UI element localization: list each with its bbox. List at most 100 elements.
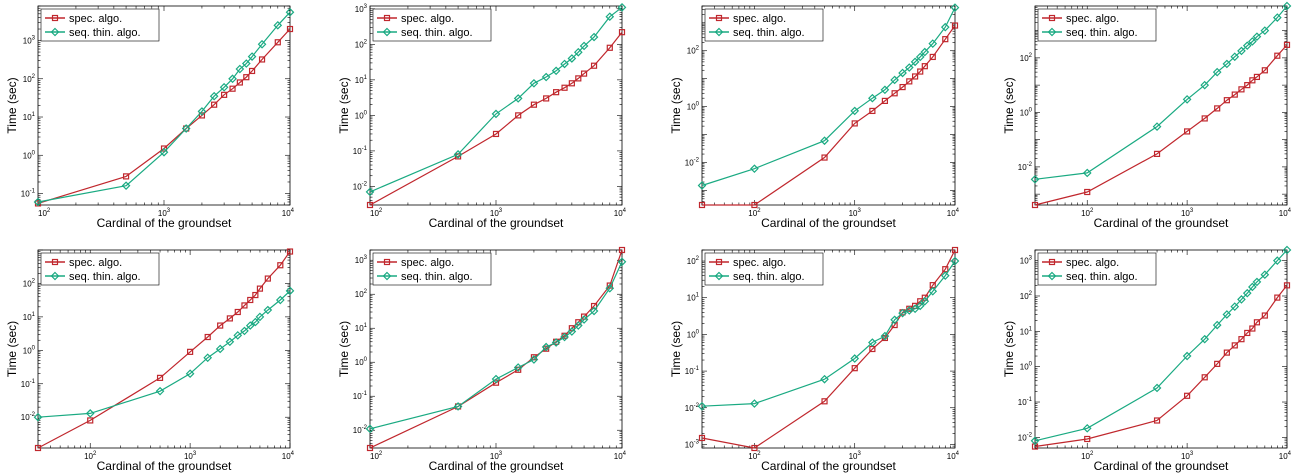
legend-entry-label: seq. thin. algo. [401, 271, 473, 283]
point-diamond-marker [915, 301, 925, 311]
point-square-marker [492, 130, 500, 138]
y-axis-label: Time (sec) [337, 77, 351, 133]
x-tick-label: 102 [370, 208, 383, 218]
y-tick-label: 10-1 [353, 391, 368, 401]
point-square-marker [881, 97, 889, 105]
point-diamond-marker [85, 409, 95, 418]
point-square-marker [1249, 77, 1256, 84]
point-square-marker [198, 112, 206, 119]
x-tick-label: 104 [1279, 208, 1292, 218]
point-diamond-marker [159, 147, 169, 157]
point-square-marker [236, 79, 243, 86]
y-axis-label: Time (sec) [337, 321, 351, 377]
series-line-seq-thin-algo [37, 290, 291, 418]
point-diamond-marker [928, 39, 938, 48]
point-square-marker [942, 36, 949, 43]
point-diamond-marker [1200, 334, 1210, 344]
point-square-marker [243, 74, 250, 81]
x-axis-label: Cardinal of the groundset [429, 459, 564, 473]
point-diamond-marker [263, 305, 273, 315]
legend: spec. algo. seq. thin. algo. [372, 8, 492, 42]
y-tick-label: 102 [355, 39, 368, 49]
point-square-marker [821, 398, 828, 405]
y-tick-label: 10-2 [21, 412, 36, 422]
point-diamond-marker [247, 52, 257, 61]
point-diamond-marker [491, 109, 501, 119]
point-square-marker [1261, 67, 1268, 74]
point-diamond-marker [1182, 351, 1192, 361]
point-diamond-marker [928, 286, 938, 296]
point-diamond-marker [245, 321, 255, 330]
point-diamond-marker [1222, 310, 1232, 319]
series-line-seq-thin-algo [701, 7, 956, 187]
x-tick-label: 103 [490, 451, 503, 461]
legend-box [40, 8, 160, 42]
x-tick-label: 103 [1181, 451, 1194, 461]
legend-box [1037, 252, 1157, 286]
point-diamond-marker [560, 59, 569, 69]
plot-frame [1034, 5, 1288, 206]
point-square-marker [34, 444, 42, 452]
point-diamond-marker [1047, 271, 1057, 281]
plot-frame [701, 5, 956, 206]
legend: spec. algo. seq. thin. algo. [40, 8, 160, 42]
point-diamond-marker [215, 344, 225, 354]
point-diamond-marker [235, 64, 245, 74]
x-axis-label: Cardinal of the groundset [429, 216, 564, 230]
point-diamond-marker [33, 197, 43, 207]
point-square-marker [383, 258, 391, 266]
y-tick-label: 10-2 [1018, 162, 1033, 172]
series-line-spec-algo [701, 249, 956, 449]
point-diamond-marker [868, 338, 877, 347]
point-square-marker [156, 374, 164, 381]
point-diamond-marker [382, 27, 392, 37]
point-square-marker [891, 90, 898, 97]
legend-entry-label: spec. algo. [401, 257, 454, 269]
point-square-marker [454, 403, 462, 410]
point-diamond-marker [1260, 26, 1270, 35]
point-diamond-marker [1182, 95, 1192, 104]
legend: spec. algo. seq. thin. algo. [704, 8, 824, 42]
y-tick-label: 100 [355, 110, 368, 120]
point-diamond-marker [940, 22, 950, 32]
point-diamond-marker [920, 47, 930, 57]
y-tick-label: 103 [355, 255, 368, 265]
point-diamond-marker [1082, 423, 1092, 433]
x-tick-label: 102 [370, 451, 383, 461]
point-diamond-marker [573, 47, 583, 57]
point-square-marker [590, 302, 598, 310]
point-diamond-marker [255, 312, 265, 322]
point-diamond-marker [33, 412, 43, 422]
point-square-marker [122, 173, 130, 180]
point-diamond-marker [890, 315, 899, 325]
point-diamond-marker [1252, 277, 1262, 287]
point-diamond-marker [1212, 67, 1222, 77]
point-square-marker [751, 201, 758, 209]
point-diamond-marker [365, 187, 375, 197]
point-square-marker [1214, 360, 1221, 367]
y-axis-label: Time (sec) [669, 321, 683, 377]
point-square-marker [234, 308, 241, 316]
point-diamond-marker [155, 386, 165, 396]
y-tick-label: 10-1 [685, 366, 700, 376]
point-diamond-marker [241, 59, 251, 68]
point-square-marker [899, 83, 906, 91]
y-tick-label: 100 [355, 357, 368, 367]
x-tick-label: 103 [849, 451, 862, 461]
point-square-marker [1283, 41, 1291, 48]
point-square-marker [256, 285, 264, 292]
point-square-marker [274, 39, 281, 46]
point-square-marker [1184, 392, 1191, 399]
point-square-marker [698, 201, 706, 209]
point-diamond-marker [1252, 32, 1262, 42]
point-square-marker [241, 302, 248, 309]
y-tick-label: 100 [687, 102, 700, 112]
x-tick-label: 104 [614, 208, 627, 218]
y-tick-label: 101 [687, 293, 700, 303]
point-square-marker [1084, 188, 1091, 196]
